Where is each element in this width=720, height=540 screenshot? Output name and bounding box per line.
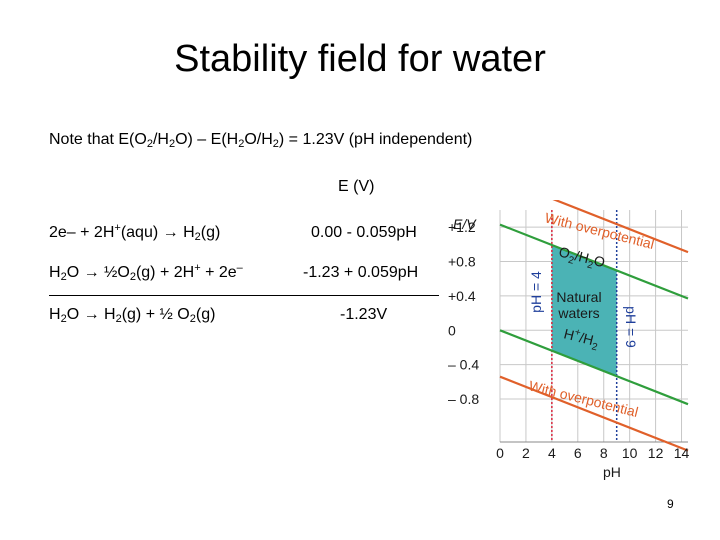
o2-h2o-label: O2/H2O [556,243,606,274]
x-tick-label: 2 [522,445,530,461]
x-tick-label: 6 [574,445,582,461]
x-tick-label: 12 [648,445,664,461]
x-tick-label: 8 [600,445,608,461]
x-tick-label: 4 [548,445,556,461]
potential-1: 0.00 - 0.059pH [311,224,417,241]
ph4-label: pH = 4 [528,271,544,313]
series-line-1 [499,329,689,406]
potential-3: -1.23V [340,306,388,323]
potential-2: -1.23 + 0.059pH [303,264,419,281]
reaction-2: H2O → ½O2(g) + 2H+ + 2e– [49,262,243,283]
natural-waters-label-1: Natural [556,289,601,305]
x-tick-label: 14 [674,445,690,461]
x-axis-label: pH [603,464,621,480]
series-line-2 [552,200,689,254]
y-tick-label: +0.4 [448,288,476,304]
reaction-1: 2e– + 2H+(aqu) → H2(g) [49,222,221,243]
table-divider [49,295,439,296]
y-tick-label: +1.2 [448,219,476,235]
y-tick-label: 0 [448,322,456,338]
y-tick-label: +0.8 [448,254,476,270]
note-line: Note that E(O2/H2O) – E(H2O/H2) = 1.23V … [49,131,473,150]
ph9-label: pH = 9 [623,306,639,348]
slide-title: Stability field for water [174,38,546,80]
natural-waters-region [551,244,617,377]
y-axis-label: E/V [453,216,477,232]
y-tick-label: – 0.8 [448,391,479,407]
x-tick-label: 0 [496,445,504,461]
series-line-0 [499,223,689,300]
page-number: 9 [667,497,674,511]
y-tick-label: – 0.4 [448,357,479,373]
e-column-header: E (V) [338,178,375,195]
pourbaix-chart: +1.2+0.8+0.40– 0.4– 0.8 0 2 4 6 8 10 12 14 E/V … [448,200,690,480]
x-tick-label: 10 [622,445,638,461]
natural-waters-label-2: waters [557,305,599,321]
h-h2-label: H+/H2 [561,324,601,353]
reaction-3: H2O → H2(g) + ½ O2(g) [49,306,216,325]
series-line-3 [499,375,689,452]
